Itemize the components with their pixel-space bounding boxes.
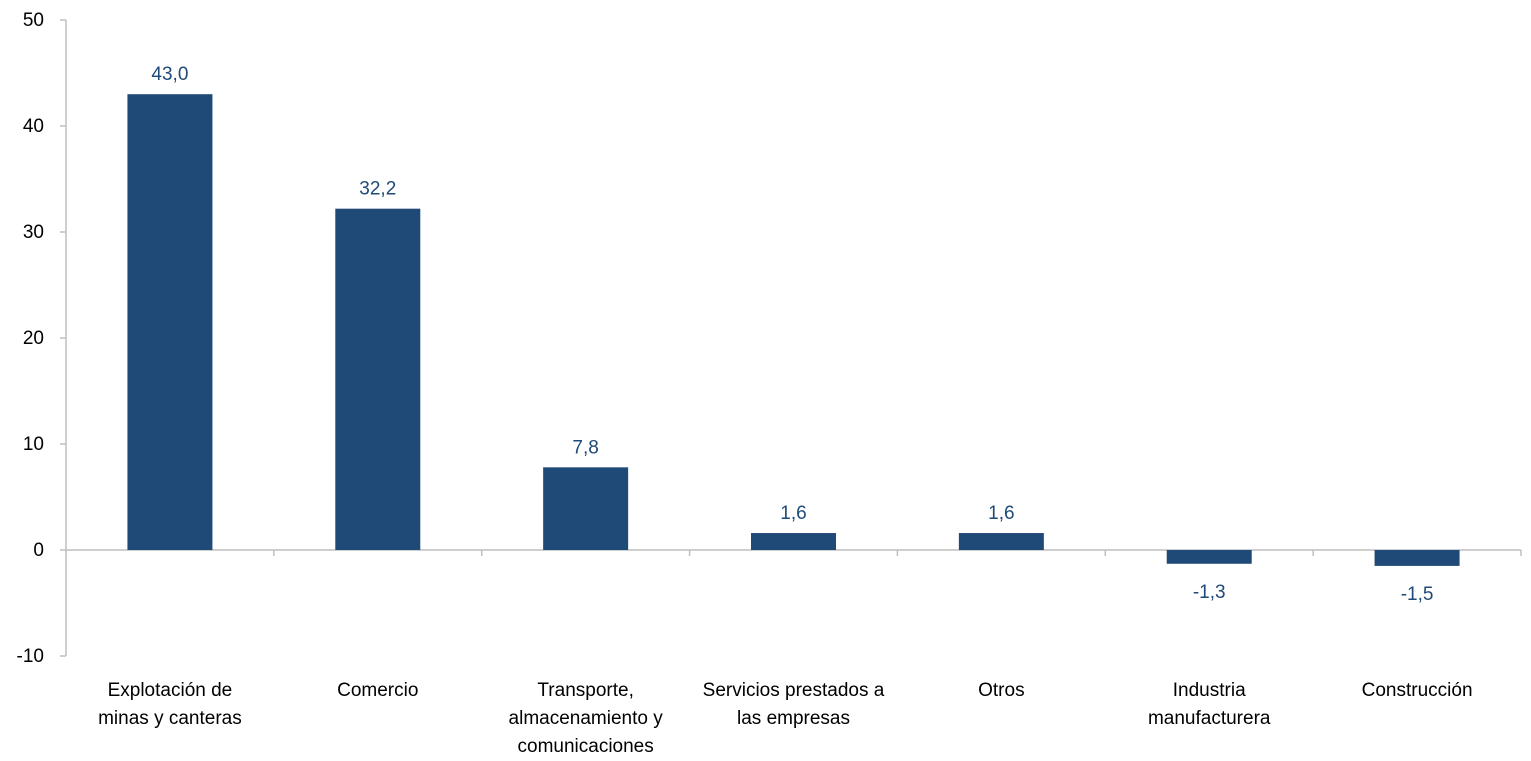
data-label: 43,0 — [151, 64, 188, 85]
category-label-line: Explotación de — [108, 680, 233, 701]
category-label: Servicios prestados a las empresas — [703, 680, 885, 729]
y-tick-label: 0 — [33, 540, 44, 561]
category-label: Comercio — [337, 680, 418, 701]
category-label: Explotación de minas y canteras — [98, 680, 242, 729]
category-label-line: Construcción — [1362, 680, 1473, 701]
bar — [958, 533, 1044, 550]
bar — [1166, 550, 1252, 564]
category-label-line: manufacturera — [1148, 708, 1271, 729]
bar — [1374, 550, 1460, 566]
category-label: Industria manufacturera — [1148, 680, 1271, 729]
category-label-line: Otros — [978, 680, 1024, 701]
data-label: 1,6 — [780, 503, 806, 524]
category-label-line: las empresas — [737, 708, 850, 729]
category-label-line: almacenamiento y — [509, 708, 664, 729]
category-label-line: comunicaciones — [518, 736, 654, 756]
y-tick-label: 20 — [23, 328, 44, 349]
y-tick-label: 10 — [23, 434, 44, 455]
y-tick-label: -10 — [17, 646, 44, 667]
category-label-line: Comercio — [337, 680, 418, 701]
category-label: Transporte, almacenamiento y comunicacione… — [509, 680, 664, 756]
category-label-line: minas y canteras — [98, 708, 242, 729]
y-tick-label: 30 — [23, 222, 44, 243]
data-label: 1,6 — [988, 503, 1014, 524]
category-label-line: Servicios prestados a — [703, 680, 885, 701]
bar — [751, 533, 836, 550]
data-label: 7,8 — [572, 437, 598, 458]
y-tick-label: 50 — [23, 10, 44, 31]
data-label: -1,5 — [1401, 584, 1434, 605]
bar — [127, 94, 213, 550]
bar — [543, 467, 629, 550]
category-label-line: Transporte, — [537, 680, 633, 701]
data-label: -1,3 — [1193, 582, 1226, 603]
category-label-line: Industria — [1173, 680, 1246, 701]
bar — [335, 208, 421, 550]
y-tick-label: 40 — [23, 116, 44, 137]
category-label: Otros — [978, 680, 1024, 701]
data-label: 32,2 — [359, 179, 396, 200]
category-label: Construcción — [1362, 680, 1473, 701]
